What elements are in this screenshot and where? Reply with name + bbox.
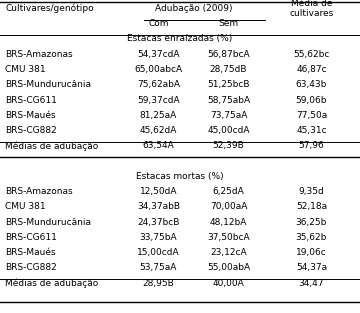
Text: BRS-Maués: BRS-Maués xyxy=(5,111,56,120)
Text: 52,18a: 52,18a xyxy=(296,203,327,211)
Text: 12,50dA: 12,50dA xyxy=(140,187,177,196)
Text: 37,50bcA: 37,50bcA xyxy=(207,233,250,242)
Text: BRS-Mundurucânia: BRS-Mundurucânia xyxy=(5,218,91,227)
Text: BRS-Mundurucânia: BRS-Mundurucânia xyxy=(5,80,91,89)
Text: BRS-Maués: BRS-Maués xyxy=(5,248,56,257)
Text: Estacas mortas (%): Estacas mortas (%) xyxy=(136,172,224,181)
Text: BRS-CG882: BRS-CG882 xyxy=(5,126,57,135)
Text: Médias de adubação: Médias de adubação xyxy=(5,141,99,151)
Text: 48,12bA: 48,12bA xyxy=(210,218,247,227)
Text: 59,06b: 59,06b xyxy=(296,95,327,105)
Text: 45,31c: 45,31c xyxy=(296,126,327,135)
Text: Médias de adubação: Médias de adubação xyxy=(5,279,99,288)
Text: 19,06c: 19,06c xyxy=(296,248,327,257)
Text: 9,35d: 9,35d xyxy=(298,187,324,196)
Text: 75,62abA: 75,62abA xyxy=(137,80,180,89)
Text: 35,62b: 35,62b xyxy=(296,233,327,242)
Text: 65,00abcA: 65,00abcA xyxy=(134,65,183,74)
Text: 77,50a: 77,50a xyxy=(296,111,327,120)
Text: 63,43b: 63,43b xyxy=(296,80,327,89)
Text: 40,00A: 40,00A xyxy=(213,279,244,288)
Text: 51,25bcB: 51,25bcB xyxy=(207,80,250,89)
Text: BRS-CG882: BRS-CG882 xyxy=(5,264,57,272)
Text: BRS-Amazonas: BRS-Amazonas xyxy=(5,50,73,59)
Text: 53,75aA: 53,75aA xyxy=(140,264,177,272)
Text: 73,75aA: 73,75aA xyxy=(210,111,247,120)
Text: CMU 381: CMU 381 xyxy=(5,65,46,74)
Text: 34,37abB: 34,37abB xyxy=(137,203,180,211)
Text: 15,00cdA: 15,00cdA xyxy=(137,248,180,257)
Text: Com: Com xyxy=(148,19,168,28)
Text: 45,62dA: 45,62dA xyxy=(140,126,177,135)
Text: 70,00aA: 70,00aA xyxy=(210,203,247,211)
Text: Adubação (2009): Adubação (2009) xyxy=(155,4,232,13)
Text: 24,37bcB: 24,37bcB xyxy=(137,218,180,227)
Text: 54,37a: 54,37a xyxy=(296,264,327,272)
Text: Estacas enraízadas (%): Estacas enraízadas (%) xyxy=(127,34,233,44)
Text: 45,00cdA: 45,00cdA xyxy=(207,126,250,135)
Text: 55,00abA: 55,00abA xyxy=(207,264,250,272)
Text: 36,25b: 36,25b xyxy=(296,218,327,227)
Text: 23,12cA: 23,12cA xyxy=(210,248,247,257)
Text: 54,37cdA: 54,37cdA xyxy=(137,50,180,59)
Text: 28,95B: 28,95B xyxy=(143,279,174,288)
Text: 6,25dA: 6,25dA xyxy=(213,187,244,196)
Text: 52,39B: 52,39B xyxy=(213,141,244,150)
Text: 58,75abA: 58,75abA xyxy=(207,95,250,105)
Text: BRS-CG611: BRS-CG611 xyxy=(5,95,57,105)
Text: BRS-CG611: BRS-CG611 xyxy=(5,233,57,242)
Text: CMU 381: CMU 381 xyxy=(5,203,46,211)
Text: 28,75dB: 28,75dB xyxy=(210,65,247,74)
Text: BRS-Amazonas: BRS-Amazonas xyxy=(5,187,73,196)
Text: 33,75bA: 33,75bA xyxy=(140,233,177,242)
Text: 34,47: 34,47 xyxy=(299,279,324,288)
Text: 56,87bcA: 56,87bcA xyxy=(207,50,250,59)
Text: Cultivares/genótipo: Cultivares/genótipo xyxy=(5,4,94,13)
Text: 81,25aA: 81,25aA xyxy=(140,111,177,120)
Text: 63,54A: 63,54A xyxy=(143,141,174,150)
Text: 57,96: 57,96 xyxy=(298,141,324,150)
Text: Média de
cultivares: Média de cultivares xyxy=(289,0,333,18)
Text: 59,37cdA: 59,37cdA xyxy=(137,95,180,105)
Text: 46,87c: 46,87c xyxy=(296,65,327,74)
Text: 55,62bc: 55,62bc xyxy=(293,50,330,59)
Text: Sem: Sem xyxy=(219,19,239,28)
